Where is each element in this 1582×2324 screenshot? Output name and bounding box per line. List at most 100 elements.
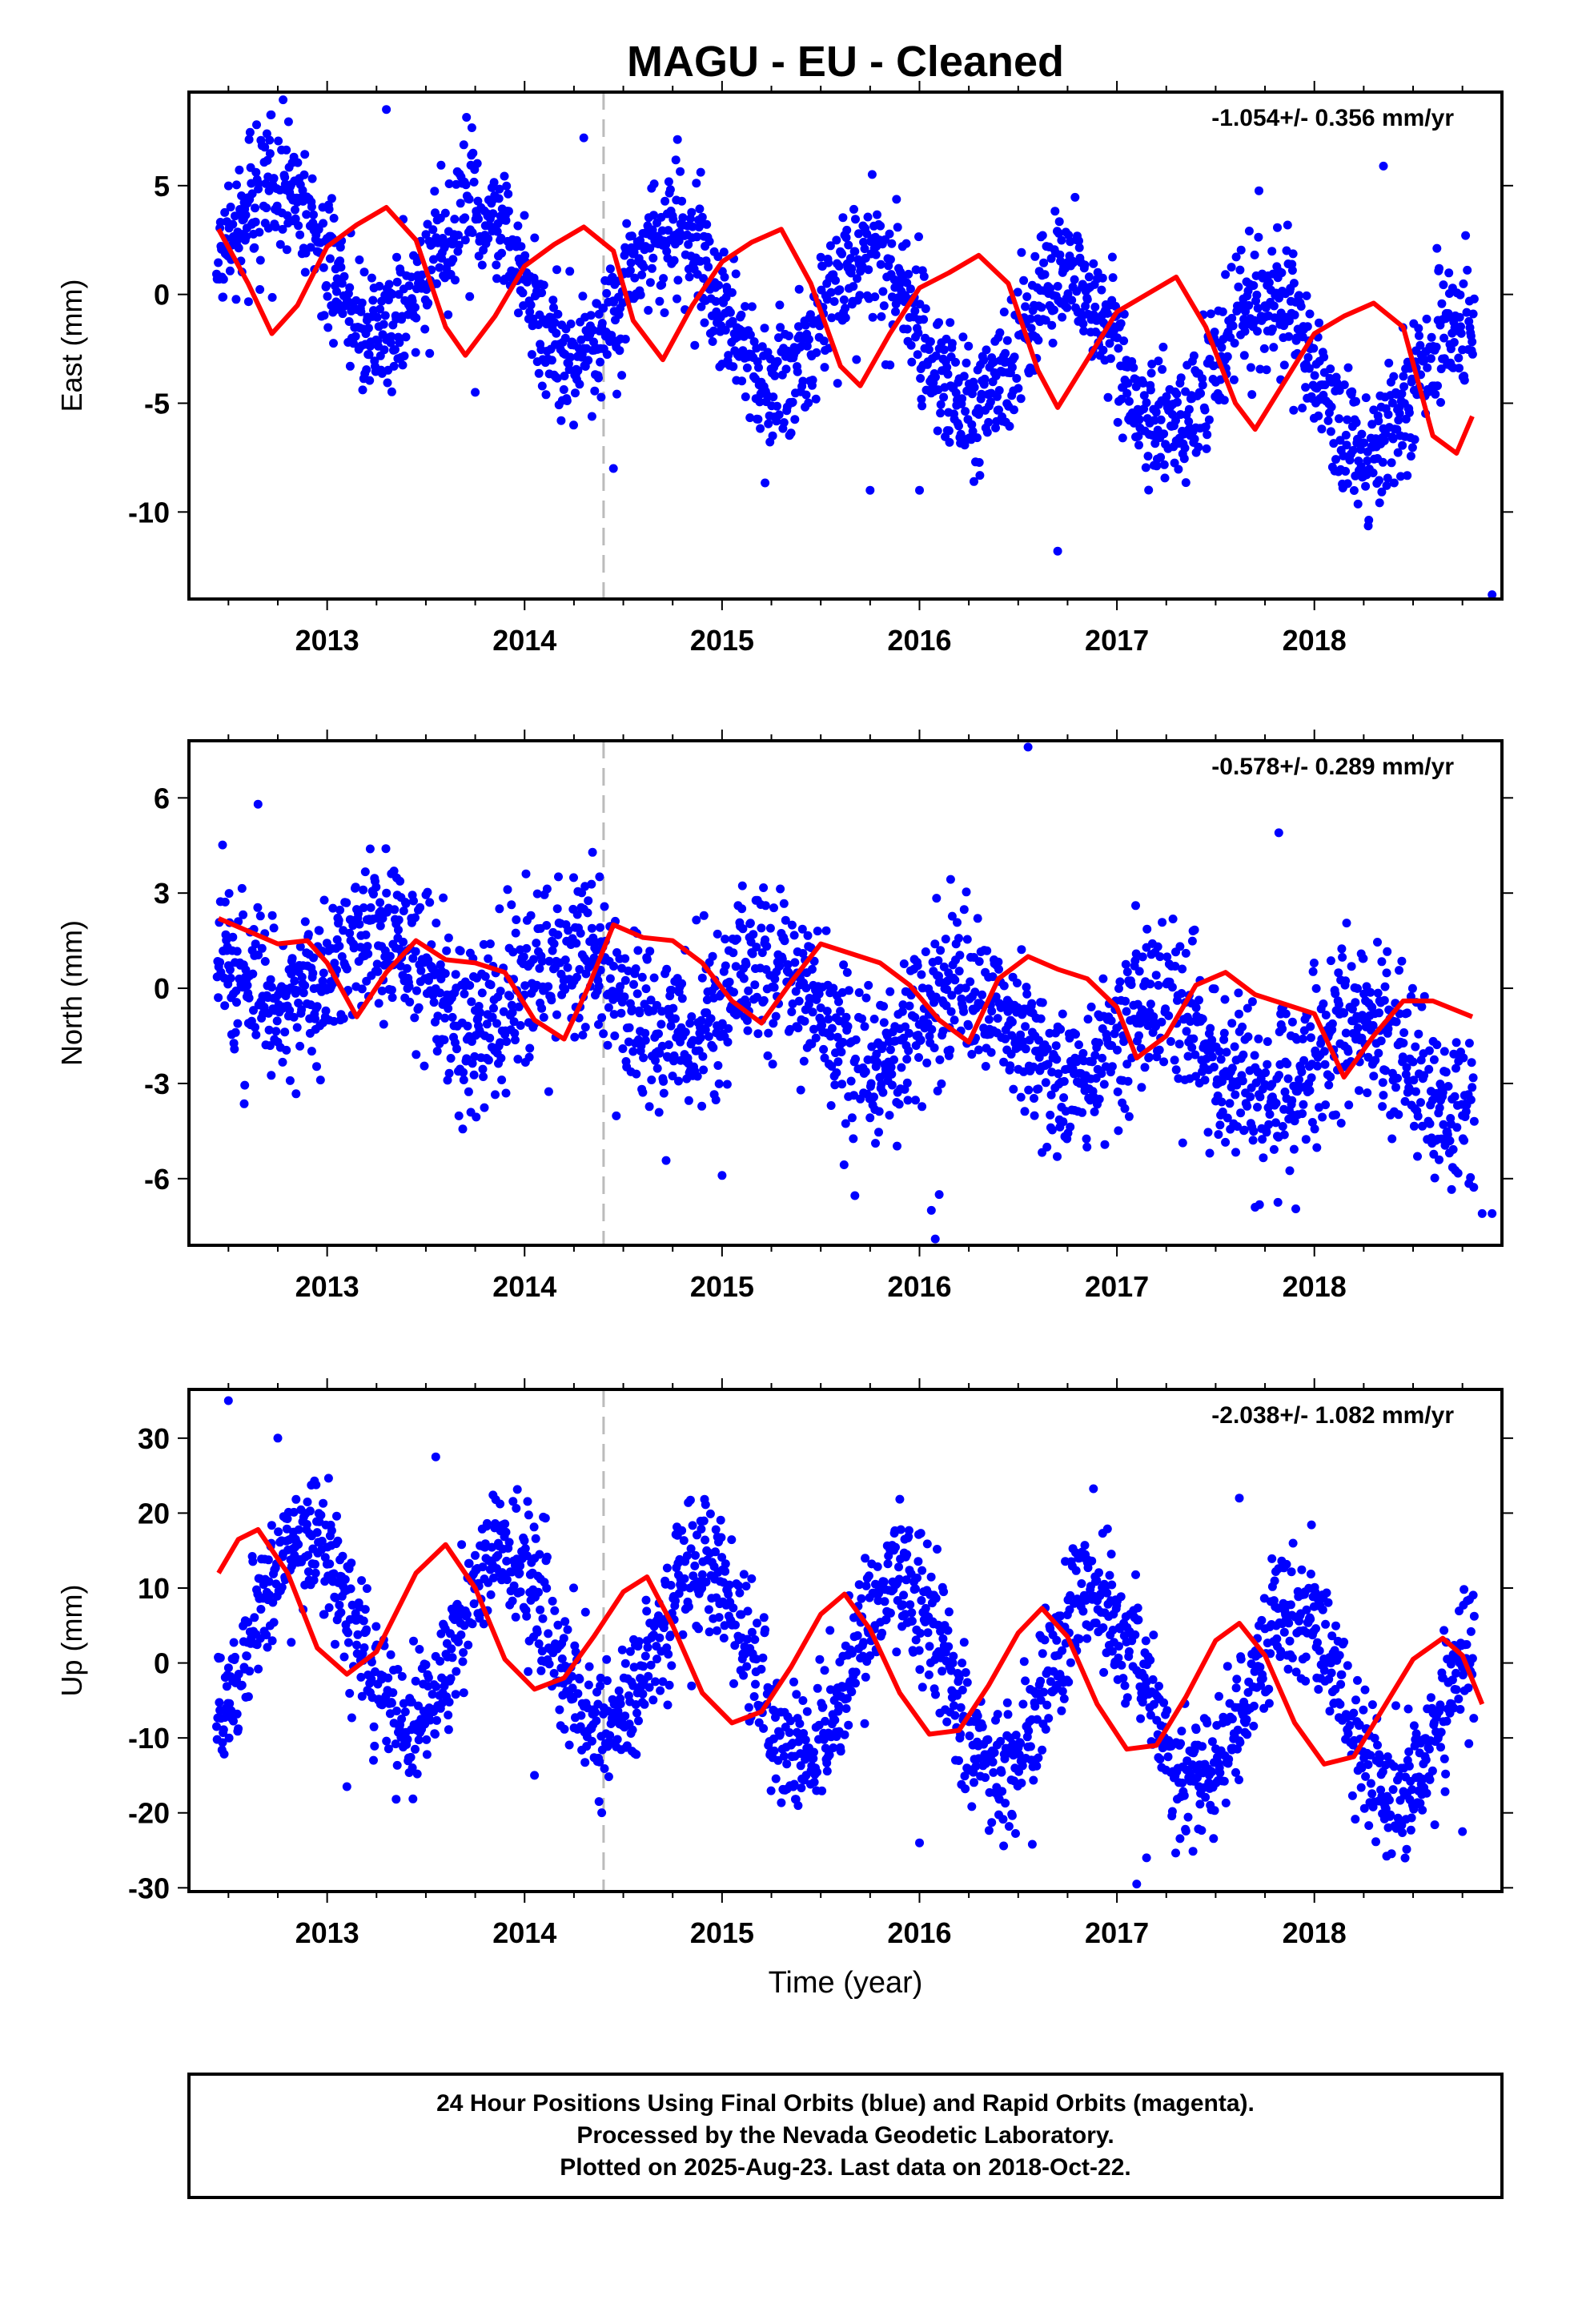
data-point [1227,1063,1237,1073]
data-point [229,1716,238,1726]
data-point [1461,231,1471,240]
data-point [451,275,460,285]
data-point [1228,321,1238,331]
data-point [404,281,414,291]
data-point [464,195,474,204]
data-point [868,312,877,322]
data-point [1279,360,1289,370]
data-point [1202,444,1211,453]
outlier-point [717,360,727,369]
data-point [587,1736,596,1746]
data-point [688,222,697,231]
data-point [597,1808,607,1818]
data-point [1239,1125,1249,1135]
data-point [1361,481,1371,491]
data-point [1447,1184,1456,1194]
data-point [761,478,770,488]
data-point [1324,1080,1334,1090]
data-point [770,371,780,380]
data-point [287,1638,296,1647]
data-point [1261,1068,1271,1077]
data-point [1021,302,1030,312]
data-point [869,1092,878,1102]
data-point [587,412,596,421]
data-point [1227,1019,1237,1028]
data-point [339,271,349,281]
data-point [753,415,763,424]
data-point [1310,371,1319,380]
data-point [762,942,772,951]
data-point [808,376,817,385]
velocity-annotation: -0.578+/- 0.289 mm/yr [1211,754,1454,780]
data-point [532,889,542,899]
data-point [793,367,802,376]
data-point [499,1007,508,1016]
data-point [520,211,529,220]
data-point [1038,231,1047,240]
data-point [380,311,390,320]
data-point [1335,999,1343,1009]
data-point [383,1673,393,1683]
data-point [526,300,536,310]
data-point [917,395,926,404]
data-point [1327,402,1336,412]
data-point [1253,327,1262,336]
data-point [956,429,966,439]
data-point [901,1022,910,1031]
data-point [639,1053,648,1063]
data-point [741,392,750,401]
data-point [1310,1124,1319,1134]
data-point [234,1670,243,1679]
data-point [655,296,665,306]
data-point [576,928,585,938]
data-point [559,385,568,394]
data-point [982,946,992,955]
data-point [1379,995,1389,1005]
data-point [534,1639,544,1649]
data-point [961,407,970,416]
data-point [1186,1017,1195,1026]
data-point [904,1028,913,1038]
data-point [1117,394,1126,404]
data-point [1084,272,1094,282]
data-point [934,956,943,965]
data-point [1034,336,1043,345]
data-point [1107,252,1117,262]
data-point [444,1003,453,1013]
data-point [492,274,501,283]
data-point [827,313,837,323]
data-point [861,1067,870,1076]
data-point [365,376,375,385]
data-point [1029,1062,1038,1072]
data-point [484,954,493,963]
data-point [1361,393,1371,403]
data-point [379,320,388,329]
data-point [1134,440,1143,450]
data-point [298,186,307,195]
data-point [512,1485,522,1494]
data-point [986,1047,996,1057]
data-point [215,958,225,967]
data-point [563,963,572,972]
data-point [385,951,395,961]
data-point [1122,1059,1132,1069]
data-point [629,247,639,257]
data-point [1321,1100,1331,1110]
data-point [501,215,511,225]
data-point [789,931,799,940]
data-point [665,185,675,195]
data-point [889,1055,898,1064]
data-point [267,983,276,992]
data-point [234,243,243,253]
data-point [524,1510,533,1520]
data-point [1449,338,1459,347]
data-point [600,1764,609,1773]
data-point [641,1595,651,1605]
data-point [566,320,576,328]
data-point [821,926,831,935]
data-point [1094,1095,1104,1104]
data-point [669,1051,679,1060]
data-point [1223,352,1232,361]
data-point [841,1119,850,1128]
